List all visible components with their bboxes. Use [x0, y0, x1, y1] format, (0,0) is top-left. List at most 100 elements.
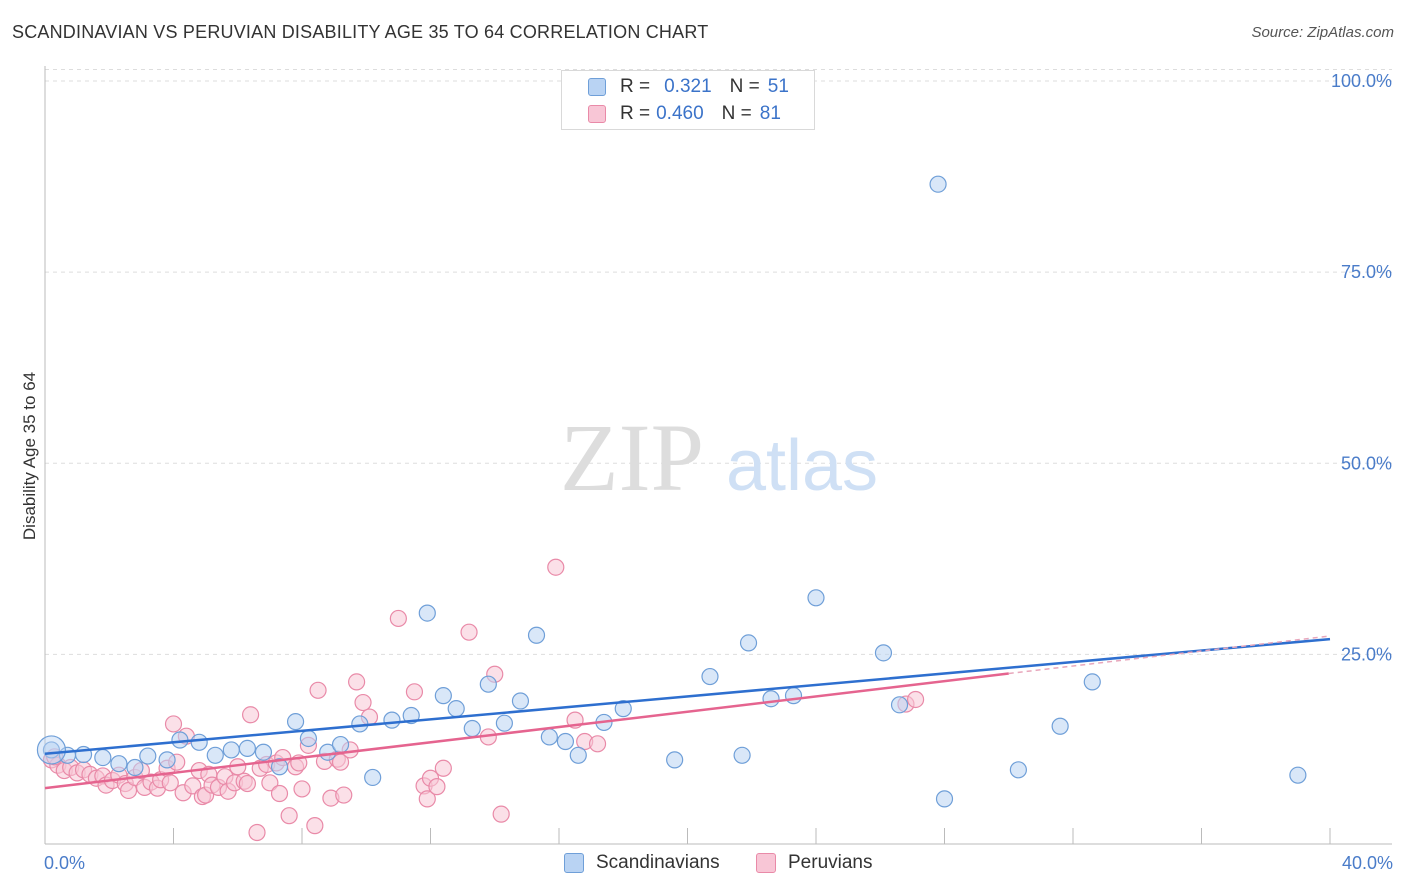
y-tick-label: 50.0%: [1341, 453, 1392, 473]
scandinavian-point: [890, 696, 909, 714]
scandinavian-swatch: [588, 78, 606, 96]
trend-lines: [44, 635, 1331, 790]
scandinavian-point: [929, 175, 947, 193]
peruvian-point: [418, 790, 436, 808]
gridlines: [45, 69, 1392, 655]
scandinavian-point: [614, 700, 632, 718]
bottom-legend-peruvians: Peruvians: [756, 852, 873, 874]
y-tick-label: 75.0%: [1341, 262, 1392, 282]
peruvian-swatch: [588, 105, 606, 123]
scandinavian-point: [331, 735, 350, 754]
peruvian-point: [547, 558, 565, 576]
legend-row-peruvians: R = 0.460 N = 81: [588, 103, 781, 125]
scandinavian-point: [1083, 673, 1101, 691]
scandinavian-point: [784, 687, 803, 705]
peruvian-trend-line: [44, 672, 1009, 790]
legend-n-label: N =: [729, 76, 760, 97]
scandinavian-point: [739, 634, 758, 652]
scandinavian-point: [1051, 717, 1069, 735]
scandinavian-point: [383, 711, 401, 729]
scandinavian-point: [527, 626, 546, 644]
x-tick-label: 0.0%: [44, 853, 85, 873]
bottom-legend-scandinavians: Scandinavians: [564, 852, 720, 874]
scandinavian-point: [158, 751, 176, 769]
scandinavian-points: [36, 175, 1307, 808]
scandinavian-point: [270, 758, 289, 776]
peruvian-point: [428, 778, 446, 796]
scandinavian-point: [807, 589, 825, 607]
scandinavian-point: [126, 758, 144, 777]
scandinavian-point: [540, 728, 558, 746]
peruvian-point: [242, 706, 260, 724]
scandinavian-point: [935, 790, 954, 808]
scandinavian-point: [254, 743, 273, 761]
scandinavian-point: [434, 687, 452, 705]
correlation-legend: R = 0.321 N = 51 R = 0.460 N = 81: [561, 70, 815, 130]
legend-r-value: 0.321: [664, 76, 712, 97]
watermark-atlas: atlas: [726, 426, 878, 506]
scandinavian-point: [36, 735, 67, 765]
scandinavian-point: [479, 675, 497, 693]
legend-r-label: R =: [620, 103, 651, 124]
peruvian-point: [335, 786, 353, 804]
peruvian-point: [434, 759, 452, 777]
peruvian-point: [248, 823, 266, 842]
scandinavian-point: [190, 733, 208, 751]
peruvian-point: [306, 817, 324, 835]
tick-labels: 25.0% 50.0% 75.0% 100.0% 0.0% 40.0%: [44, 71, 1393, 873]
scandinavian-point: [364, 768, 382, 787]
peruvian-point: [309, 681, 327, 699]
legend-r-label: R =: [620, 76, 651, 97]
peruvian-point: [492, 805, 510, 823]
scandinavian-point: [1009, 761, 1027, 779]
scandinavians-label: Scandinavians: [596, 852, 720, 873]
peruvian-point: [270, 784, 289, 803]
scandinavian-point: [286, 713, 305, 731]
peruvian-point: [293, 780, 311, 798]
source-label: Source: ZipAtlas.com: [1251, 24, 1394, 41]
axes: [44, 66, 1392, 845]
peruvian-point: [348, 673, 366, 691]
scandinavian-point: [463, 719, 481, 738]
scandinavian-point: [495, 714, 513, 732]
peruvian-swatch: [756, 853, 776, 873]
peruvian-point: [184, 777, 202, 795]
peruvian-point: [588, 735, 607, 753]
scandinavian-point: [447, 700, 465, 718]
chart-title: SCANDINAVIAN VS PERUVIAN DISABILITY AGE …: [12, 22, 709, 42]
peruvian-point: [460, 623, 478, 641]
peruvian-point: [906, 690, 925, 709]
scandinavian-point: [874, 644, 893, 662]
watermark: ZIP atlas: [560, 404, 878, 511]
peruvian-point: [405, 683, 424, 701]
scandinavian-swatch: [564, 853, 584, 873]
scandinavian-point: [206, 746, 224, 764]
peruvian-point: [161, 774, 179, 792]
scandinavian-point: [556, 732, 575, 751]
peruvian-point: [280, 807, 298, 825]
scandinavian-point: [511, 692, 530, 710]
scandinavian-point: [666, 751, 684, 769]
scandinavian-point: [418, 604, 436, 622]
scandinavian-trend-line: [44, 637, 1331, 756]
scandinavian-point: [733, 746, 751, 764]
peruvian-point: [261, 774, 279, 792]
scandinavian-point: [762, 690, 780, 708]
watermark-zip: ZIP: [560, 404, 704, 511]
peruvian-point: [238, 774, 256, 793]
scandinavian-point: [569, 746, 587, 764]
peruvian-point: [389, 609, 407, 628]
legend-n-value: 81: [759, 103, 781, 124]
scandinavian-point: [110, 755, 128, 773]
scandinavian-point: [299, 729, 318, 748]
y-tick-label: 25.0%: [1341, 644, 1392, 664]
y-tick-label: 100.0%: [1331, 71, 1392, 91]
peruvian-point: [164, 715, 183, 733]
peruvians-label: Peruvians: [788, 852, 873, 873]
legend-n-value: 51: [767, 76, 789, 97]
scandinavian-point: [222, 741, 240, 759]
scandinavian-point: [1289, 766, 1307, 784]
scandinavian-point: [139, 747, 157, 765]
legend-r-value: 0.460: [656, 103, 704, 124]
